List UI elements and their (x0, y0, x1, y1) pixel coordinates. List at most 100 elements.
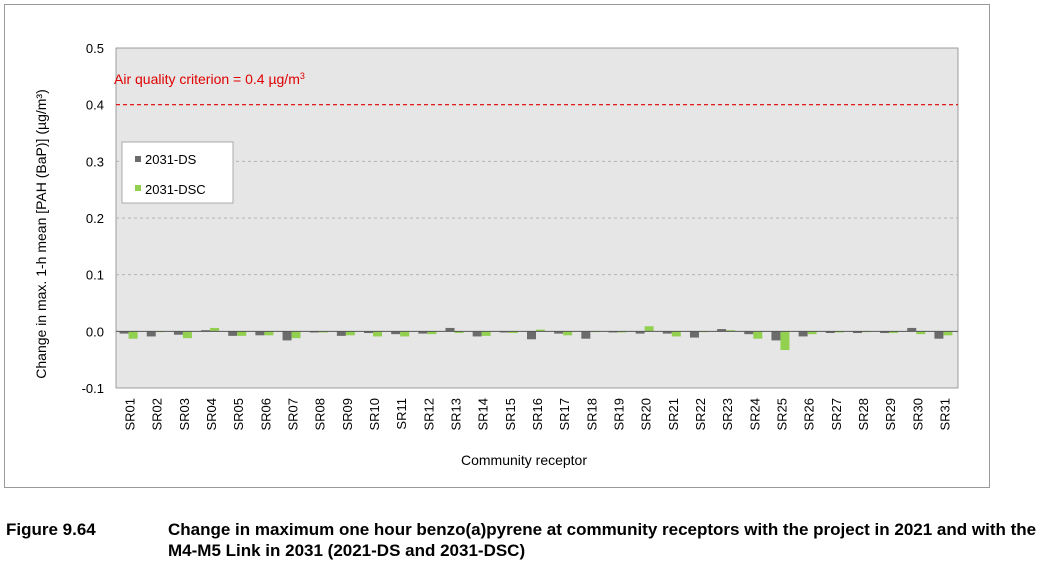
bar-ds-sr29 (880, 331, 890, 334)
legend-swatch-2031-ds (135, 156, 141, 162)
x-tick-layer: SR01 SR02 SR03 SR04 SR05 SR06 SR07 SR08 SR09 SR10… (123, 398, 953, 431)
x-tick-label: SR16 (530, 398, 545, 431)
bar-ds-sr20 (635, 331, 645, 334)
bar-dsc-sr15 (508, 331, 518, 334)
bar-dsc-sr20 (644, 326, 654, 332)
x-tick-label: SR07 (286, 398, 301, 431)
bar-dsc-sr14 (481, 331, 491, 336)
bar-ds-sr02 (146, 331, 156, 337)
bar-dsc-sr08 (318, 331, 328, 333)
bar-ds-sr06 (255, 331, 265, 336)
bar-dsc-sr31 (943, 331, 953, 336)
bar-ds-sr28 (852, 331, 862, 334)
bar-ds-sr10 (364, 331, 374, 334)
bar-ds-sr17 (554, 331, 564, 334)
x-tick-label: SR09 (340, 398, 355, 431)
x-tick-label: SR21 (666, 398, 681, 431)
bar-ds-sr27 (825, 331, 835, 334)
x-tick-label: SR30 (910, 398, 925, 431)
x-tick-label: SR19 (611, 398, 626, 431)
x-tick-label: SR15 (503, 398, 518, 431)
x-tick-label: SR26 (802, 398, 817, 431)
chart-frame: -0.1 0.0 0.1 0.2 0.3 0.4 0.5 Air quality crite… (4, 4, 990, 488)
bar-dsc-sr26 (807, 331, 817, 335)
bar-dsc-sr03 (182, 331, 192, 339)
bar-dsc-sr19 (617, 331, 627, 333)
bar-ds-sr07 (282, 331, 292, 341)
y-tick-label: -0.1 (82, 381, 104, 396)
y-tick-label: 0.4 (86, 98, 104, 113)
bar-dsc-sr11 (400, 331, 410, 337)
chart-svg: -0.1 0.0 0.1 0.2 0.3 0.4 0.5 Air quality crite… (33, 41, 959, 468)
bar-ds-sr23 (717, 329, 727, 332)
x-tick-label: SR04 (204, 398, 219, 431)
bar-dsc-sr01 (128, 331, 138, 339)
bar-dsc-sr25 (780, 331, 790, 351)
bar-ds-sr22 (689, 331, 699, 338)
bar-dsc-sr29 (889, 331, 899, 334)
y-axis-label: Change in max. 1-h mean [PAH (BaP)] (µg/… (33, 89, 49, 378)
y-tick-label: 0.2 (86, 211, 104, 226)
bar-dsc-sr16 (536, 329, 545, 332)
bar-ds-sr26 (798, 331, 808, 337)
bar-dsc-sr13 (454, 331, 464, 334)
y-tick-label: 0.0 (86, 324, 104, 339)
criterion-label: Air quality criterion = 0.4 µg/m3 (114, 71, 305, 87)
x-tick-label: SR20 (639, 398, 654, 431)
legend: 2031-DS 2031-DSC (121, 141, 234, 204)
bar-ds-sr30 (907, 327, 917, 332)
y-tick-label: 0.5 (86, 41, 104, 56)
bar-ds-sr25 (771, 331, 781, 341)
x-tick-label: SR01 (123, 398, 138, 431)
bar-dsc-sr07 (291, 331, 301, 339)
y-tick-label: 0.3 (86, 154, 104, 169)
bar-dsc-sr21 (671, 331, 681, 337)
bar-ds-sr05 (228, 331, 238, 336)
x-tick-label: SR27 (829, 398, 844, 431)
bar-dsc-sr10 (373, 331, 383, 337)
legend-swatch-2031-dsc (135, 185, 141, 191)
bar-ds-sr12 (418, 331, 428, 334)
x-tick-label: SR23 (720, 398, 735, 431)
bar-ds-sr03 (173, 331, 183, 335)
x-tick-label: SR29 (883, 398, 898, 431)
bar-ds-sr01 (119, 331, 129, 334)
bar-dsc-sr27 (834, 331, 844, 333)
bar-ds-sr04 (201, 330, 211, 332)
x-tick-label: SR03 (177, 398, 192, 431)
bar-ds-sr21 (662, 331, 672, 334)
x-tick-label: SR06 (258, 398, 273, 431)
x-tick-label: SR25 (774, 398, 789, 431)
bar-dsc-sr17 (563, 331, 573, 336)
x-tick-label: SR02 (150, 398, 165, 431)
y-tick-label: 0.1 (86, 268, 104, 283)
x-tick-label: SR12 (421, 398, 436, 431)
bar-ds-sr19 (608, 331, 618, 333)
bar-dsc-sr12 (427, 331, 437, 335)
bar-ds-sr14 (472, 331, 482, 337)
bar-ds-sr11 (391, 331, 401, 335)
grid-layer (116, 160, 958, 276)
bar-ds-sr13 (445, 327, 455, 332)
x-tick-label: SR05 (231, 398, 246, 431)
bar-dsc-sr09 (345, 331, 355, 336)
bar-dsc-sr05 (237, 331, 247, 336)
bar-ds-sr18 (581, 331, 591, 339)
x-tick-label: SR11 (394, 398, 409, 430)
x-tick-label: SR14 (476, 398, 491, 431)
legend-label-2031-dsc: 2031-DSC (145, 182, 206, 197)
y-tick-layer: -0.1 0.0 0.1 0.2 0.3 0.4 0.5 (82, 41, 104, 396)
bar-dsc-sr23 (726, 330, 736, 332)
legend-label-2031-ds: 2031-DS (145, 152, 197, 167)
x-tick-label: SR18 (584, 398, 599, 431)
figure-title: Change in maximum one hour benzo(a)pyren… (168, 520, 1037, 560)
x-axis-label: Community receptor (461, 452, 587, 468)
bar-ds-sr16 (527, 331, 536, 340)
bar-dsc-sr30 (916, 331, 926, 335)
bar-dsc-sr24 (753, 331, 763, 339)
bar-layer (119, 326, 953, 351)
bar-dsc-sr04 (210, 327, 220, 332)
bar-ds-sr08 (309, 331, 319, 333)
bar-ds-sr15 (499, 331, 509, 333)
x-tick-label: SR28 (856, 398, 871, 431)
